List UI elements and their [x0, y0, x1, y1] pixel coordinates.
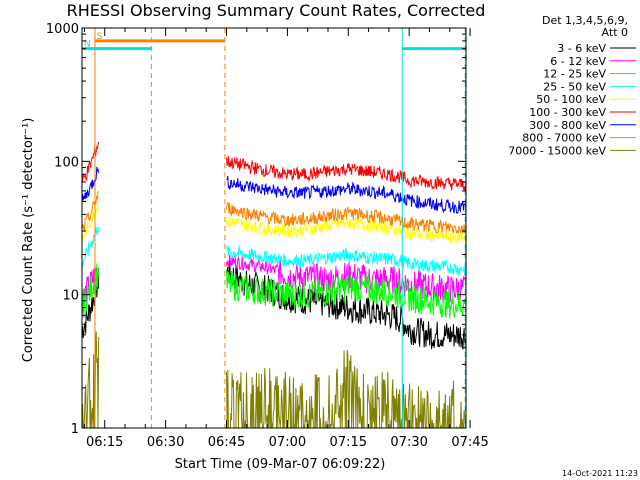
plot-frame [81, 27, 467, 429]
legend-entry-label-1: 6 - 12 keV [550, 55, 606, 68]
series-line-3-seg-0 [82, 226, 100, 268]
series-line-5-seg-0 [82, 141, 100, 183]
x-axis-label: Start Time (09-Mar-07 06:09:22) [175, 457, 386, 472]
series-line-2-seg-1 [226, 270, 466, 319]
x-tick-label-2: 06:45 [208, 435, 245, 450]
series-line-8-seg-0 [82, 331, 100, 428]
series-line-3-seg-1 [226, 245, 466, 275]
y-tick-label-3: 1000 [46, 22, 79, 37]
series-line-8-seg-1 [226, 349, 466, 428]
legend-entry-label-2: 12 - 25 keV [543, 68, 606, 81]
legend-entry-label-7: 800 - 7000 keV [522, 132, 606, 145]
x-tick-label-6: 07:45 [451, 435, 488, 450]
marker-label-1: N [84, 40, 91, 50]
series-line-1-seg-1 [226, 254, 466, 304]
y-tick-label-0: 1 [71, 422, 79, 437]
chart-title: RHESSI Observing Summary Count Rates, Co… [67, 1, 486, 20]
series-line-7-seg-0 [82, 191, 100, 232]
y-axis-label: Corrected Count Rate (s⁻¹ detector⁻¹) [21, 118, 36, 363]
x-tick-label-5: 07:30 [390, 435, 427, 450]
legend-entry-label-3: 25 - 50 keV [543, 80, 606, 93]
plot-content [82, 28, 466, 428]
x-tick-label-1: 06:30 [147, 435, 184, 450]
timestamp-label: 14-Oct-2021 11:23 [562, 469, 638, 478]
series-line-6-seg-0 [82, 166, 100, 202]
legend-entry-label-5: 100 - 300 keV [529, 106, 606, 119]
series-line-6-seg-1 [226, 175, 466, 214]
legend-entry-label-6: 300 - 800 keV [529, 119, 606, 132]
legend-header-1: Att 0 [602, 26, 628, 39]
series-line-2-seg-0 [82, 263, 100, 318]
y-tick-label-1: 10 [62, 289, 79, 304]
series-line-5-seg-1 [226, 156, 466, 191]
x-tick-label-4: 07:15 [330, 435, 367, 450]
series-line-4-seg-0 [82, 202, 100, 243]
legend-header-0: Det 1,3,4,5,6,9, [542, 14, 628, 27]
plot-area: SN 1 10 100 1000 06:15 06:30 06:45 07:00 07:15 07:… [46, 22, 489, 450]
x-tick-label-0: 06:15 [86, 435, 123, 450]
legend-entry-label-0: 3 - 6 keV [557, 42, 606, 55]
y-tick-label-2: 100 [54, 155, 79, 170]
series-line-7-seg-1 [226, 201, 466, 235]
marker-label-0: S [97, 32, 103, 42]
x-tick-label-3: 07:00 [269, 435, 306, 450]
legend-entry-label-8: 7000 - 15000 keV [508, 144, 606, 157]
legend-entry-label-4: 50 - 100 keV [536, 93, 606, 106]
series-line-4-seg-1 [226, 215, 466, 244]
